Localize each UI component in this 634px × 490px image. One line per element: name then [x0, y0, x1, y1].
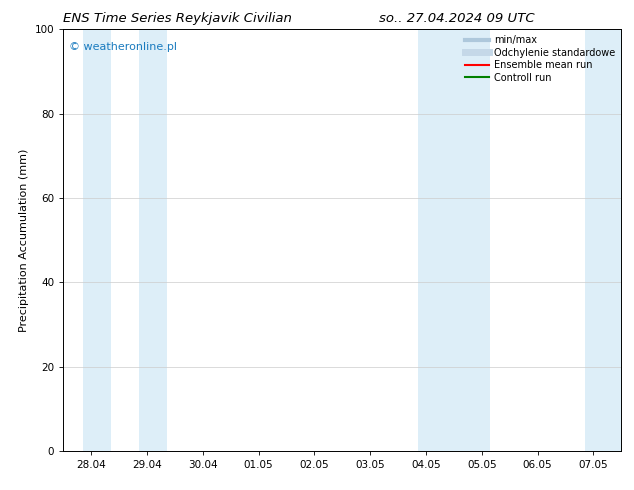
Text: ENS Time Series Reykjavik Civilian: ENS Time Series Reykjavik Civilian — [63, 12, 292, 25]
Text: so.. 27.04.2024 09 UTC: so.. 27.04.2024 09 UTC — [378, 12, 534, 25]
Bar — [418, 29, 490, 451]
Legend: min/max, Odchylenie standardowe, Ensemble mean run, Controll run: min/max, Odchylenie standardowe, Ensembl… — [461, 31, 619, 86]
Y-axis label: Precipitation Accumulation (mm): Precipitation Accumulation (mm) — [19, 148, 29, 332]
Bar — [585, 29, 621, 451]
Text: © weatheronline.pl: © weatheronline.pl — [69, 42, 177, 52]
Bar — [83, 29, 111, 451]
Bar — [139, 29, 167, 451]
